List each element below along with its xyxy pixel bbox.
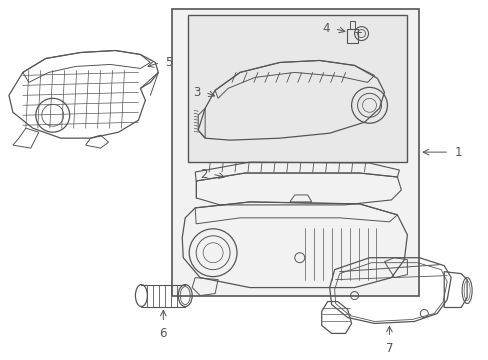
Text: 1: 1 xyxy=(453,145,461,159)
Text: 2: 2 xyxy=(199,167,207,180)
Text: 3: 3 xyxy=(192,86,200,99)
Text: 6: 6 xyxy=(159,328,167,341)
Text: 5: 5 xyxy=(165,56,172,69)
Bar xyxy=(172,9,419,296)
Text: 4: 4 xyxy=(322,22,329,35)
Text: 7: 7 xyxy=(385,342,392,355)
Bar xyxy=(188,15,407,162)
